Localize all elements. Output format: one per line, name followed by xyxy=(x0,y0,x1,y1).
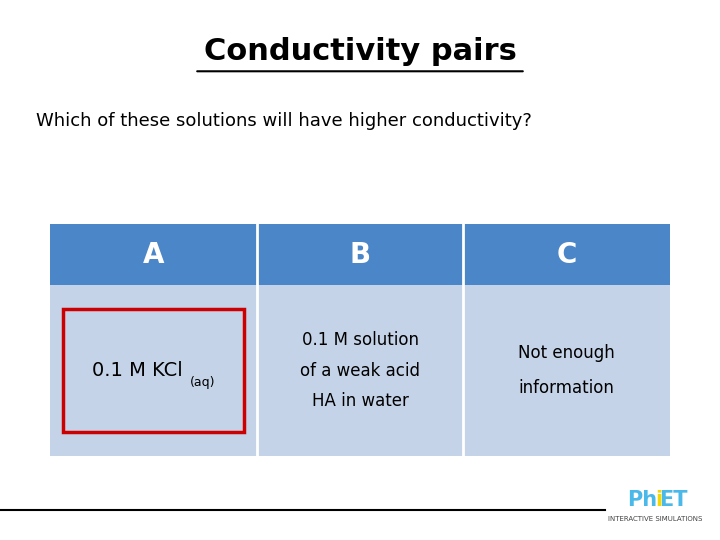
Text: HA in water: HA in water xyxy=(312,393,408,410)
Text: Ph: Ph xyxy=(627,489,657,510)
Text: Not enough: Not enough xyxy=(518,344,615,362)
Text: ET: ET xyxy=(659,489,688,510)
Text: information: information xyxy=(518,379,614,397)
Text: (aq): (aq) xyxy=(190,376,215,389)
FancyBboxPatch shape xyxy=(50,224,670,285)
Text: of a weak acid: of a weak acid xyxy=(300,362,420,380)
Text: INTERACTIVE SIMULATIONS: INTERACTIVE SIMULATIONS xyxy=(608,516,703,523)
FancyBboxPatch shape xyxy=(50,285,670,456)
Text: Which of these solutions will have higher conductivity?: Which of these solutions will have highe… xyxy=(36,112,532,131)
Text: i: i xyxy=(655,489,662,510)
Text: Conductivity pairs: Conductivity pairs xyxy=(204,37,516,66)
Text: A: A xyxy=(143,241,164,268)
Text: 0.1 M KCl: 0.1 M KCl xyxy=(92,361,183,380)
Text: C: C xyxy=(557,241,577,268)
Text: B: B xyxy=(349,241,371,268)
Text: 0.1 M solution: 0.1 M solution xyxy=(302,331,418,349)
FancyBboxPatch shape xyxy=(63,309,244,432)
